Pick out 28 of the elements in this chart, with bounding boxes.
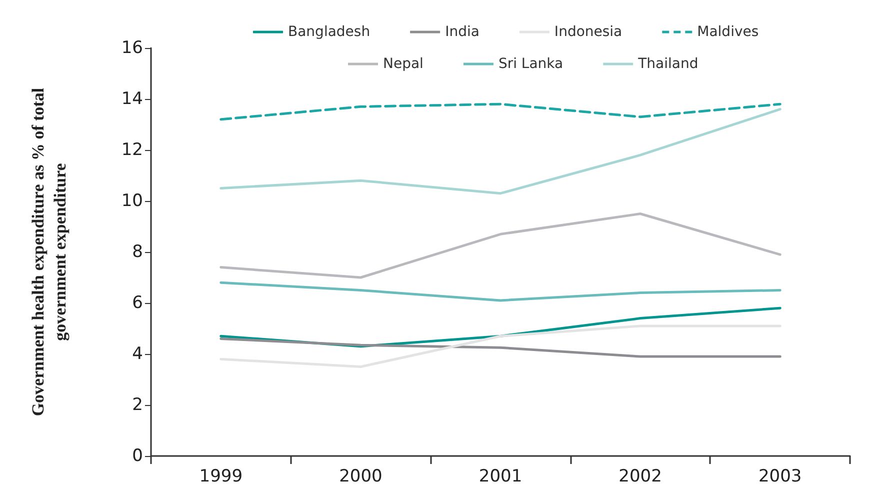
x-tick-label: 2001 <box>478 466 522 486</box>
line-series <box>220 281 782 302</box>
x-tick-label: 1999 <box>199 466 243 486</box>
y-tick-label: 4 <box>132 344 143 364</box>
legend-label: Nepal <box>383 56 424 72</box>
legend-label: India <box>445 24 480 40</box>
legend-label: Bangladesh <box>288 24 370 40</box>
y-tick-label: 2 <box>132 395 143 415</box>
y-tick-label: 6 <box>132 293 143 313</box>
y-tick-label: 14 <box>121 89 143 109</box>
x-tick-label: 2002 <box>618 466 662 486</box>
y-tick-label: 16 <box>121 38 143 58</box>
line-series <box>220 102 782 121</box>
y-tick-label: 8 <box>132 242 143 262</box>
legend-label: Indonesia <box>554 24 622 40</box>
legend-label: Sri Lanka <box>498 56 564 72</box>
legend-label: Maldives <box>697 24 759 40</box>
line-series <box>220 108 782 195</box>
y-tick-label: 12 <box>121 140 143 160</box>
line-series <box>220 212 782 279</box>
x-tick-label: 2000 <box>339 466 382 486</box>
y-axis-title: Government health expenditure as % of total government expenditure <box>28 88 70 416</box>
legend-label: Thailand <box>637 56 698 72</box>
line-series <box>220 324 782 368</box>
y-tick-label: 10 <box>121 191 143 211</box>
line-series <box>220 337 782 358</box>
x-tick-label: 2003 <box>758 466 802 486</box>
y-tick-label: 0 <box>132 446 143 466</box>
